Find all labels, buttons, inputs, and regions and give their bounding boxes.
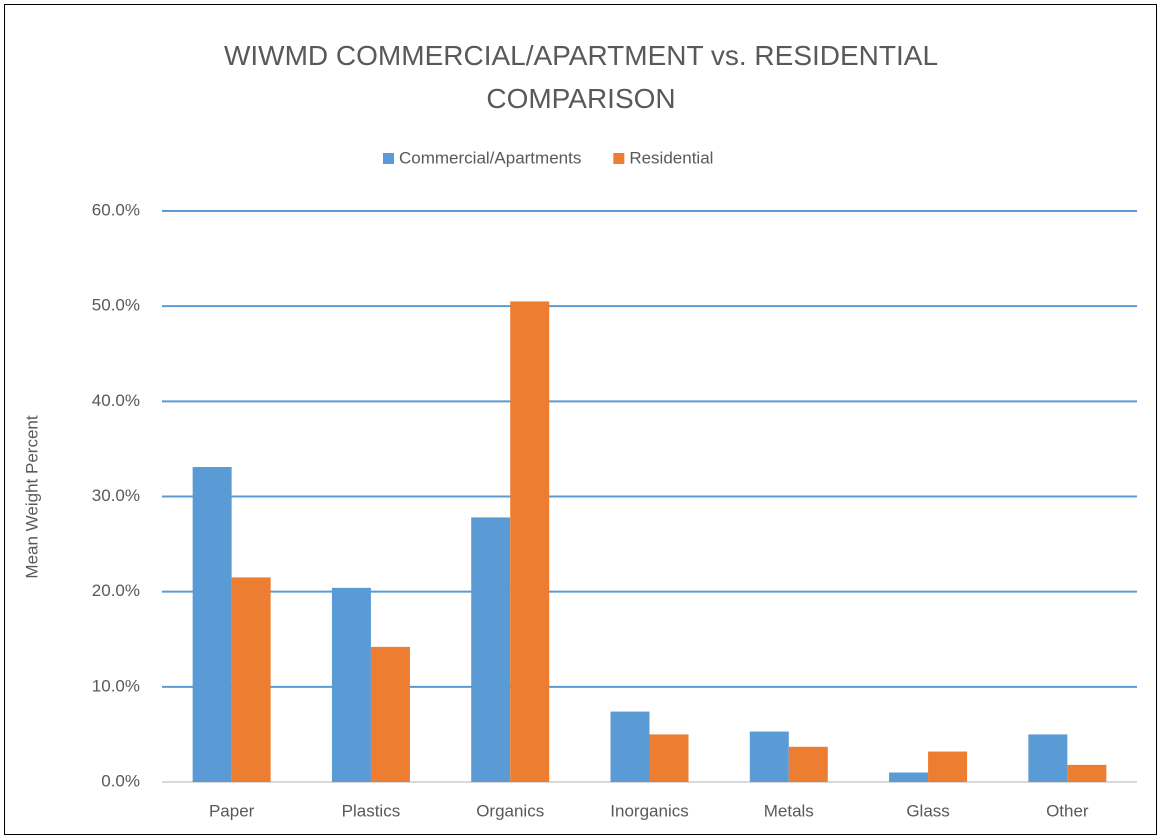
bar: [610, 711, 650, 782]
bar: [1067, 764, 1107, 782]
legend-label: Commercial/Apartments: [399, 148, 581, 167]
bar: [1028, 734, 1068, 782]
y-axis-label: Mean Weight Percent: [22, 415, 41, 578]
bar: [649, 734, 689, 782]
y-tick-label: 60.0%: [92, 200, 140, 219]
legend-swatch: [613, 153, 625, 164]
x-tick-label: Metals: [764, 801, 814, 820]
bar: [928, 751, 968, 782]
bar: [192, 466, 232, 782]
x-tick-label: Paper: [209, 801, 255, 820]
bar: [331, 587, 371, 782]
x-tick-label: Inorganics: [610, 801, 688, 820]
bar: [231, 577, 271, 782]
bar: [889, 772, 929, 782]
bar: [370, 646, 410, 782]
x-tick-label: Organics: [476, 801, 544, 820]
chart-title: WIWMD COMMERCIAL/APARTMENT vs. RESIDENTI…: [223, 40, 939, 114]
y-tick-label: 10.0%: [92, 676, 140, 695]
y-tick-label: 40.0%: [92, 391, 140, 410]
y-tick-label: 20.0%: [92, 581, 140, 600]
y-tick-label: 30.0%: [92, 486, 140, 505]
legend-label: Residential: [629, 148, 713, 167]
y-tick-label: 50.0%: [92, 296, 140, 315]
bar: [788, 746, 828, 782]
bar: [471, 517, 511, 782]
x-tick-label: Plastics: [342, 801, 401, 820]
legend-swatch: [383, 153, 394, 164]
y-tick-label: 0.0%: [101, 771, 140, 790]
bar: [749, 731, 789, 782]
chart-border: [4, 4, 1157, 835]
bar: [510, 301, 550, 782]
x-tick-label: Other: [1046, 801, 1089, 820]
x-tick-label: Glass: [906, 801, 949, 820]
